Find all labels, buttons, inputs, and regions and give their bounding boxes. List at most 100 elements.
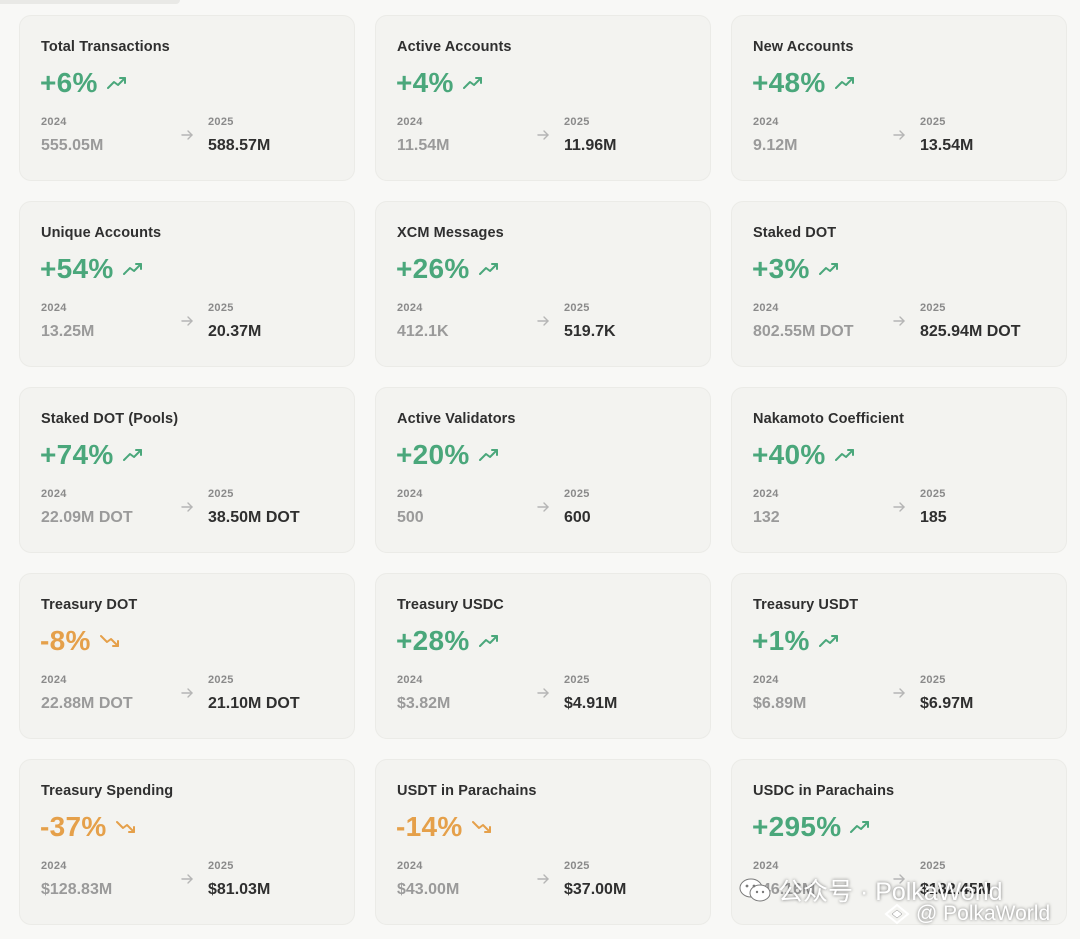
- arrow-right-icon: [537, 502, 549, 512]
- metric-title: Treasury Spending: [41, 783, 174, 799]
- change-percent: +26%: [396, 253, 470, 284]
- change-row: -8%: [40, 624, 120, 658]
- wechat-icon: [739, 878, 771, 902]
- change-row: +74%: [40, 438, 143, 472]
- from-year-label: 2024: [397, 860, 423, 872]
- to-year-label: 2025: [564, 116, 590, 128]
- to-value: $4.91M: [564, 695, 618, 712]
- metric-title: Nakamoto Coefficient: [753, 411, 905, 427]
- trending-down-icon: [471, 821, 491, 833]
- from-value: 22.09M DOT: [41, 509, 133, 526]
- to-year-label: 2025: [208, 488, 234, 500]
- to-value: $37.00M: [564, 881, 627, 898]
- trending-down-icon: [115, 821, 135, 833]
- metric-card: Total Transactions +6% 2024 555.05M 2025 588.…: [19, 15, 355, 181]
- change-row: +28%: [396, 624, 499, 658]
- from-value: 555.05M: [41, 137, 104, 154]
- from-year-label: 2024: [753, 674, 779, 686]
- to-year-label: 2025: [208, 302, 234, 314]
- metric-title: Staked DOT: [753, 225, 837, 241]
- metric-title: Active Accounts: [397, 39, 512, 55]
- from-year-label: 2024: [397, 488, 423, 500]
- to-year-label: 2025: [208, 116, 234, 128]
- change-row: +54%: [40, 252, 143, 286]
- to-year-label: 2025: [920, 116, 946, 128]
- arrow-right-icon: [893, 316, 905, 326]
- metric-title: Treasury DOT: [41, 597, 138, 613]
- diamond-logo-icon: [884, 903, 910, 925]
- to-value: 519.7K: [564, 323, 616, 340]
- metric-title: Active Validators: [397, 411, 516, 427]
- watermark-handle: @ PolkaWorld: [884, 902, 1050, 926]
- to-value: 11.96M: [564, 137, 617, 154]
- from-year-label: 2024: [41, 674, 67, 686]
- arrow-right-icon: [537, 130, 549, 140]
- to-value: $6.97M: [920, 695, 974, 712]
- trending-down-icon: [99, 635, 119, 647]
- arrow-right-icon: [181, 316, 193, 326]
- metric-card: Treasury USDC +28% 2024 $3.82M 2025 $4.91M: [375, 573, 711, 739]
- arrow-right-icon: [893, 688, 905, 698]
- arrow-right-icon: [537, 874, 549, 884]
- from-value: 9.12M: [753, 137, 798, 154]
- trending-up-icon: [478, 449, 498, 461]
- from-value: $6.89M: [753, 695, 807, 712]
- trending-up-icon: [834, 449, 854, 461]
- from-year-label: 2024: [753, 488, 779, 500]
- arrow-right-icon: [893, 874, 905, 884]
- to-year-label: 2025: [208, 674, 234, 686]
- to-year-label: 2025: [564, 488, 590, 500]
- from-year-label: 2024: [397, 302, 423, 314]
- arrow-right-icon: [537, 688, 549, 698]
- from-value: $128.83M: [41, 881, 113, 898]
- from-year-label: 2024: [753, 302, 779, 314]
- change-percent: +48%: [752, 67, 826, 98]
- trending-up-icon: [818, 263, 838, 275]
- metric-title: New Accounts: [753, 39, 854, 55]
- change-percent: +28%: [396, 625, 470, 656]
- metric-title: Treasury USDT: [753, 597, 859, 613]
- trending-up-icon: [122, 449, 142, 461]
- from-year-label: 2024: [41, 860, 67, 872]
- change-percent: +54%: [40, 253, 114, 284]
- to-year-label: 2025: [564, 302, 590, 314]
- change-percent: +3%: [752, 253, 810, 284]
- trending-up-icon: [106, 77, 126, 89]
- metrics-grid: Total Transactions +6% 2024 555.05M 2025 588.…: [19, 15, 1067, 925]
- metric-card: Treasury DOT -8% 2024 22.88M DOT 2025 21.10M …: [19, 573, 355, 739]
- metric-title: XCM Messages: [397, 225, 504, 241]
- metric-card: New Accounts +48% 2024 9.12M 2025 13.54M: [731, 15, 1067, 181]
- change-percent: -8%: [40, 625, 91, 656]
- change-percent: +6%: [40, 67, 98, 98]
- arrow-right-icon: [893, 502, 905, 512]
- change-row: +1%: [752, 624, 839, 658]
- to-year-label: 2025: [208, 860, 234, 872]
- metric-title: USDC in Parachains: [753, 783, 895, 799]
- from-value: 13.25M: [41, 323, 95, 340]
- change-row: +295%: [752, 810, 870, 844]
- metric-title: Treasury USDC: [397, 597, 504, 613]
- metric-title: Total Transactions: [41, 39, 170, 55]
- trending-up-icon: [122, 263, 142, 275]
- arrow-right-icon: [181, 130, 193, 140]
- change-row: +26%: [396, 252, 499, 286]
- change-row: +48%: [752, 66, 855, 100]
- change-percent: -37%: [40, 811, 107, 842]
- metric-card: Treasury Spending -37% 2024 $128.83M 2025 $81…: [19, 759, 355, 925]
- to-value: 600: [564, 509, 591, 526]
- change-percent: +1%: [752, 625, 810, 656]
- to-year-label: 2025: [920, 674, 946, 686]
- watermark-text-2: @ PolkaWorld: [916, 902, 1051, 925]
- metric-title: Unique Accounts: [41, 225, 162, 241]
- to-year-label: 2025: [564, 674, 590, 686]
- from-year-label: 2024: [41, 116, 67, 128]
- to-value: $182.45M: [920, 881, 992, 898]
- top-scroll-indicator: [0, 0, 180, 4]
- arrow-right-icon: [893, 130, 905, 140]
- from-value: $43.00M: [397, 881, 460, 898]
- from-year-label: 2024: [753, 860, 779, 872]
- trending-up-icon: [834, 77, 854, 89]
- metric-card: XCM Messages +26% 2024 412.1K 2025 519.7K: [375, 201, 711, 367]
- trending-up-icon: [818, 635, 838, 647]
- from-value: $3.82M: [397, 695, 451, 712]
